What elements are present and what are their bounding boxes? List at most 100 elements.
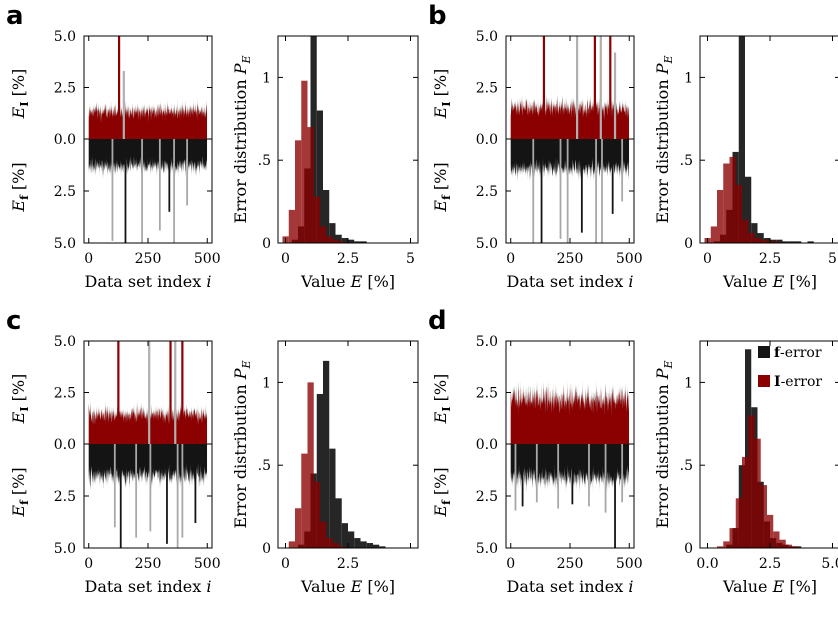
x-tick-label: 0 [506,251,515,267]
hist-y-axis-label: Error distribution PE [231,55,253,223]
I-error-bar [326,236,333,243]
trace-plot: 5.0 2.5 0.0 2.5 5.0 0 250 500 Data set index i EI… [9,29,221,291]
I-error-trace [510,96,630,139]
y-tick-label: .5 [258,458,271,474]
x-tick-label: 500 [616,556,643,572]
I-error-bar [717,546,724,548]
y-tick-label: .5 [258,153,271,169]
I-error-bar [723,163,730,243]
I-error-bar [723,541,730,548]
I-error-bar [307,127,314,243]
I-error-bar [320,521,327,548]
f-error-bar [788,241,795,243]
f-error-bar [354,538,361,548]
trace-plot: 5.0 2.5 0.0 2.5 5.0 0 250 500 Data set index i EI… [431,29,643,291]
x-tick-label: 0 [84,251,93,267]
y-tick-label: 1 [684,70,693,86]
y-tick-label: 1 [262,375,271,391]
f-error-bar [335,234,342,243]
I-error-bar [767,514,774,548]
I-error-bar [742,219,749,243]
trace-y-axis-label-bottom: Ef [%] [431,467,453,517]
y-tick-label: 0.0 [54,437,76,453]
f-error-bar [807,241,814,243]
legend-label-f: f-error [774,345,822,361]
f-error-bar [738,36,745,243]
I-error-bar [748,233,755,243]
trace-y-axis-label-bottom: Ef [%] [9,162,31,212]
I-error-bar [338,546,345,548]
panel-label: a [6,1,24,31]
histogram: 0 .5 1 0 2.5 Value E [%] Error distribution PE [231,340,419,596]
y-tick-label: 0.0 [476,437,498,453]
I-error-bar [332,239,339,243]
x-tick-label: 2.5 [337,251,359,267]
I-error-bar [295,508,302,548]
y-tick-label: 5.0 [476,541,498,557]
f-error-bar [323,190,330,243]
histogram: 0 .5 1 0.0 2.5 5.0Value E [%] Error distributi… [653,340,838,596]
y-tick-label: 0 [684,236,693,252]
trace-x-axis-label: Data set index i [85,577,212,596]
f-error-bar [373,544,380,548]
x-tick-label: 5.0 [821,556,838,572]
I-error-bar [313,196,320,243]
legend-swatch-f [758,346,770,358]
hist-x-axis-label: Value E [%] [300,272,395,291]
f-error-bar [360,541,367,548]
f-error-bar [341,523,348,548]
trace-x-axis-label: Data set index i [85,272,212,291]
x-tick-label: 5 [406,251,415,267]
x-tick-label: 0 [84,556,93,572]
I-error-bar [320,226,327,243]
I-error-bar [785,544,792,548]
f-error-bar [329,223,336,243]
y-tick-label: 2.5 [54,386,76,402]
f-error-bar [348,531,355,548]
f-error-bar [745,349,752,548]
x-tick-label: 250 [557,251,584,267]
trace-y-axis-label-bottom: Ef [%] [9,467,31,517]
trace-x-axis-label: Data set index i [507,577,634,596]
y-tick-label: 2.5 [476,184,498,200]
trace-y-axis-label-top: EI [%] [9,374,31,425]
panel-label: b [428,1,447,31]
f-error-bar [745,176,752,243]
f-error-bar [795,241,802,243]
f-error-bar [782,241,789,243]
x-tick-label: 0 [281,556,290,572]
I-error-bar [773,531,780,548]
trace-y-axis-label-top: EI [%] [431,374,453,425]
I-error-bar [338,241,345,243]
x-tick-label: 2.5 [759,556,781,572]
trace-x-axis-label: Data set index i [507,272,634,291]
f-error-trace [510,444,630,491]
histogram: 0 .5 1 0 2.5 5 Value E [%] Error distribution P… [231,35,419,291]
f-error-trace [510,139,630,181]
panel-label: c [6,306,21,336]
hist-x-axis-label: Value E [%] [722,272,817,291]
f-error-bar [316,393,323,548]
y-tick-label: 5.0 [54,29,76,45]
trace-y-axis-label-bottom: Ef [%] [431,162,453,212]
x-tick-label: 250 [135,556,162,572]
legend-label-I: I-error [774,374,822,390]
x-tick-label: 500 [616,251,643,267]
I-error-bar [332,543,339,548]
x-tick-label: 2.5 [337,556,359,572]
I-error-bar [760,239,767,243]
I-error-bar [717,190,724,243]
I-error-bar [313,481,320,548]
I-error-bar [754,238,761,243]
I-error-bar [779,539,786,548]
y-tick-label: .5 [680,153,693,169]
y-tick-label: .5 [680,458,693,474]
y-tick-label: 2.5 [54,81,76,97]
y-tick-label: 5.0 [54,541,76,557]
f-error-bar [348,239,355,243]
y-tick-label: 0 [684,541,693,557]
y-tick-label: 2.5 [476,81,498,97]
f-error-bar [335,498,342,548]
